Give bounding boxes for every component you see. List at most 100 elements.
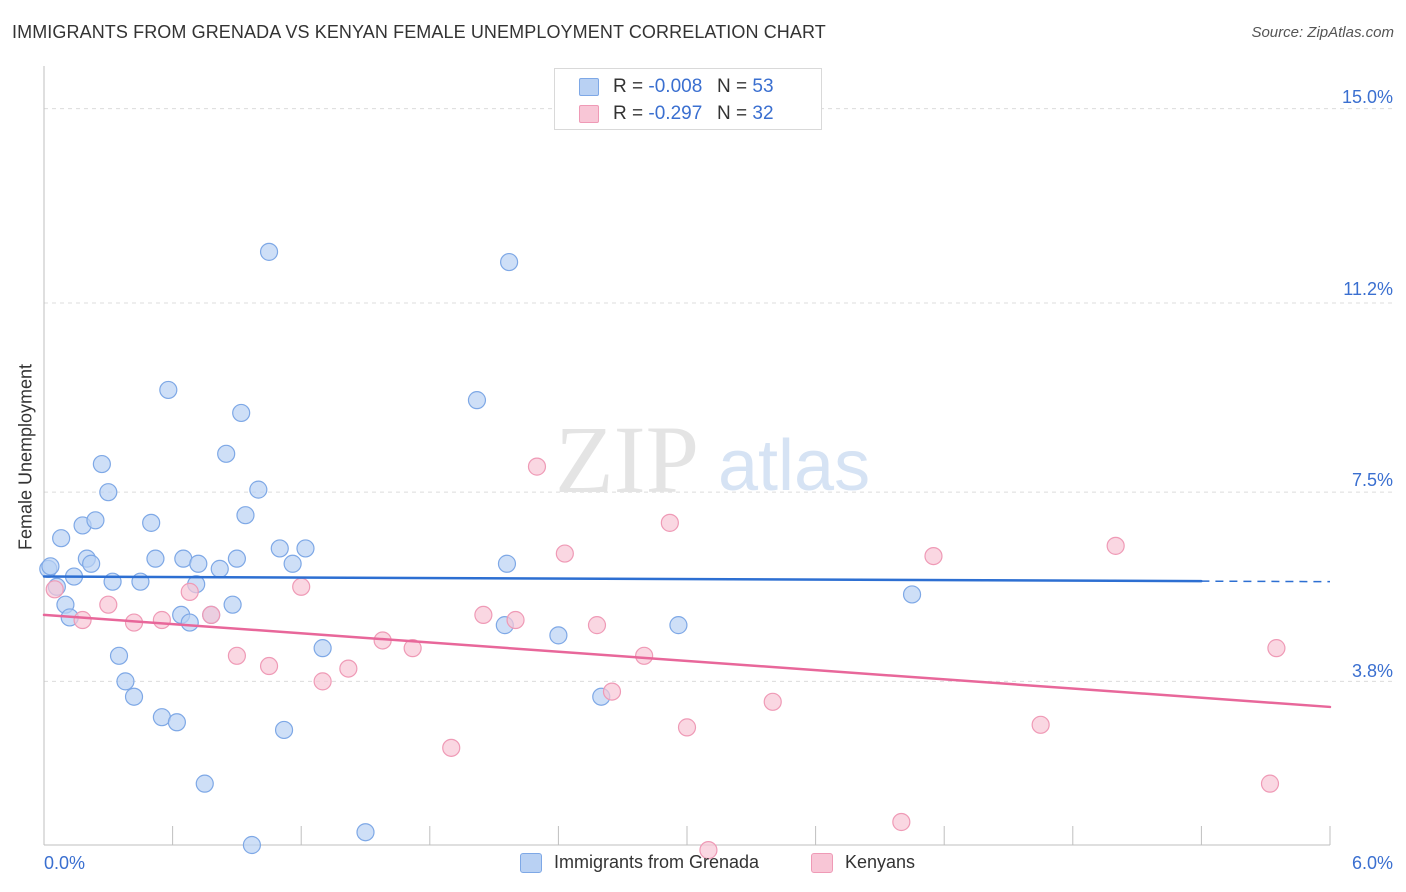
grenada-point xyxy=(232,403,251,423)
grenada-point xyxy=(902,585,922,604)
grenada-point xyxy=(116,672,135,691)
grenada-point xyxy=(52,529,71,548)
grenada-trend-line xyxy=(42,575,1203,583)
legend-label: Kenyans xyxy=(845,852,916,872)
grenada-point xyxy=(210,559,229,578)
grenada-point xyxy=(217,444,236,463)
source-label: Source: ZipAtlas.com xyxy=(1251,24,1394,41)
grenada-point xyxy=(467,391,487,410)
watermark-zip: ZIP xyxy=(555,406,699,513)
y-tick-label: 11.2% xyxy=(1343,279,1393,299)
grenada-point xyxy=(167,713,186,732)
grenada-point xyxy=(259,242,279,261)
grenada-point xyxy=(669,616,688,635)
grenada-point xyxy=(82,554,101,573)
legend-item-grenada: Immigrants from Grenada xyxy=(520,852,759,873)
r-label: R = xyxy=(613,76,644,97)
stats-row-grenada: R = -0.008 N = 53 xyxy=(579,76,774,98)
y-axis-title: Female Unemployment xyxy=(15,363,36,551)
kenyans-point xyxy=(202,605,221,625)
legend-swatch-pink xyxy=(579,105,599,123)
kenyans-point xyxy=(292,577,311,596)
n-label: N = xyxy=(717,103,748,124)
grenada-point xyxy=(99,483,118,502)
kenyans-point xyxy=(442,738,461,757)
grenada-point xyxy=(249,480,268,499)
grenada-point xyxy=(549,626,568,645)
kenyans-point xyxy=(45,580,64,599)
legend-swatch-blue xyxy=(520,852,542,873)
kenyans-point xyxy=(506,610,525,630)
kenyans-point xyxy=(924,546,943,566)
grenada-point xyxy=(296,539,315,558)
kenyans-point xyxy=(339,659,358,678)
grid-lines xyxy=(44,108,1392,682)
n-label: N = xyxy=(717,76,748,97)
kenyans-point xyxy=(99,595,118,614)
grenada-point xyxy=(86,511,105,530)
grenada-point xyxy=(313,639,332,658)
kenyans-point xyxy=(892,812,911,832)
grenada-point xyxy=(356,823,375,842)
legend-swatch-blue xyxy=(579,78,599,96)
grenada-point xyxy=(41,557,60,576)
r-label: R = xyxy=(613,103,644,124)
grenada-point xyxy=(274,720,294,740)
legend-label: Immigrants from Grenada xyxy=(554,852,760,872)
kenyans-point xyxy=(152,610,171,630)
kenyans-point xyxy=(1106,536,1125,555)
kenyans-point xyxy=(227,646,246,665)
kenyans-point xyxy=(555,544,574,563)
n-value: 53 xyxy=(752,76,774,97)
watermark-atlas: atlas xyxy=(718,426,870,506)
kenyans-point xyxy=(1260,774,1280,793)
y-tick-label: 15.0% xyxy=(1341,87,1393,107)
kenyans-point xyxy=(660,513,679,532)
grenada-point xyxy=(242,835,262,855)
n-value: 32 xyxy=(752,103,774,124)
grenada-point xyxy=(283,554,302,573)
r-value: -0.008 xyxy=(648,76,703,97)
grenada-point xyxy=(159,380,178,400)
grenada-point xyxy=(195,774,214,793)
data-points xyxy=(39,242,1286,860)
stats-row-kenyans: R = -0.297 N = 32 xyxy=(579,103,774,125)
kenyans-point xyxy=(1031,715,1050,734)
grenada-point xyxy=(142,513,161,532)
grenada-point xyxy=(227,549,246,568)
kenyans-point xyxy=(180,582,199,601)
grenada-point xyxy=(109,646,129,665)
grenada-trend-extension xyxy=(1201,580,1331,583)
kenyans-point xyxy=(635,646,654,665)
kenyans-point xyxy=(1267,639,1286,658)
kenyans-point xyxy=(699,841,718,860)
grenada-point xyxy=(189,554,208,573)
kenyans-point xyxy=(73,610,92,630)
kenyans-point xyxy=(474,605,493,625)
grenada-point xyxy=(236,506,255,525)
kenyans-point xyxy=(259,656,279,676)
grenada-point xyxy=(223,595,242,614)
kenyans-point xyxy=(403,639,422,658)
kenyans-point xyxy=(527,457,547,476)
y-tick-label: 3.8% xyxy=(1351,661,1393,681)
legend-item-kenyans: Kenyans xyxy=(811,852,915,873)
kenyans-point xyxy=(677,718,697,737)
stats-legend: R = -0.008 N = 53 R = -0.297 N = 32 xyxy=(554,68,822,130)
grenada-point xyxy=(270,539,289,558)
grenada-point xyxy=(124,687,144,706)
grenada-point xyxy=(146,549,165,568)
kenyans-point xyxy=(587,616,607,635)
kenyans-point xyxy=(313,672,332,691)
watermark: ZIP atlas xyxy=(555,406,870,513)
x-tick-label-min: 0.0% xyxy=(44,853,86,873)
kenyans-point xyxy=(602,682,622,701)
grenada-point xyxy=(500,252,519,272)
grenada-point xyxy=(180,613,199,632)
y-tick-label: 7.5% xyxy=(1351,470,1393,490)
kenyans-trend-line xyxy=(42,613,1332,709)
grenada-point xyxy=(92,454,111,474)
trend-lines xyxy=(42,575,1332,709)
x-tick-label-max: 6.0% xyxy=(1351,853,1393,873)
